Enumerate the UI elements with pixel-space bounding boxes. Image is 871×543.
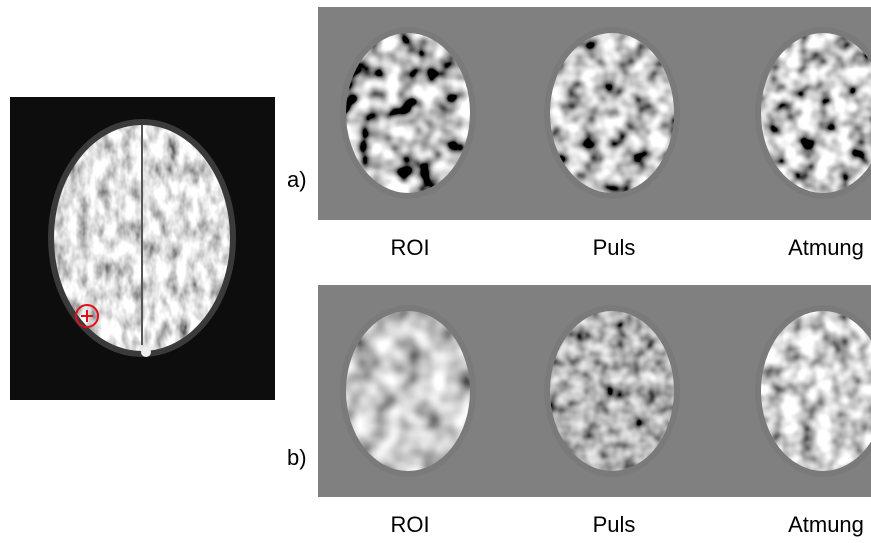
caption: Atmung xyxy=(788,512,864,537)
panel-a xyxy=(318,7,871,220)
anatomical-image xyxy=(10,97,275,400)
caption: Atmung xyxy=(788,235,864,260)
caption: ROI xyxy=(390,512,429,537)
panel-b xyxy=(318,285,871,497)
caption: Puls xyxy=(593,235,636,260)
panel-label: b) xyxy=(287,445,307,470)
figure: a) ROI Puls Atmung b) ROI Puls Atmung xyxy=(0,0,871,538)
panel-label: a) xyxy=(287,167,307,192)
caption: Puls xyxy=(593,512,636,537)
caption: ROI xyxy=(390,235,429,260)
